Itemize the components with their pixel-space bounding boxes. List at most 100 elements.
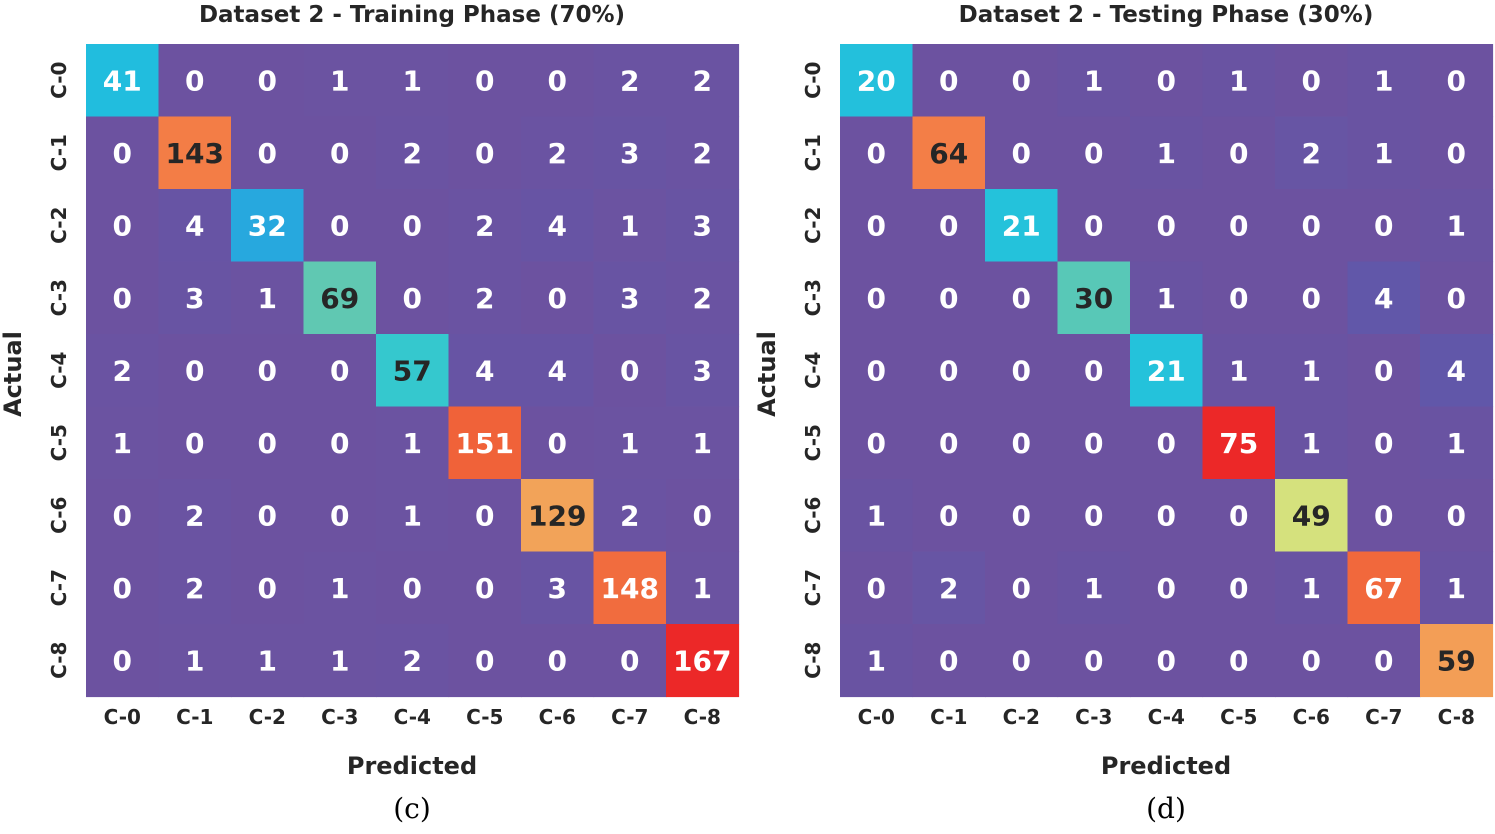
testing-y-tick-labels: C-0 C-1 C-2 C-3 C-4 C-5 C-6 C-7 C-8 bbox=[801, 62, 825, 679]
testing-cell-value-r3-c7: 4 bbox=[1374, 282, 1393, 315]
testing-cell-value-r1-c4: 1 bbox=[1157, 137, 1176, 170]
testing-cell-r6-c4 bbox=[1130, 479, 1204, 553]
testing-panel-caption: (d) bbox=[1146, 792, 1186, 825]
testing-cell-r3-c8 bbox=[1420, 261, 1494, 335]
training-cell-r3-c3 bbox=[303, 261, 377, 335]
training-cell-r7-c6 bbox=[521, 551, 595, 625]
training-cell-value-r4-c2: 0 bbox=[258, 354, 277, 387]
training-cell-value-r7-c8: 1 bbox=[693, 572, 712, 605]
training-cell-value-r5-c2: 0 bbox=[258, 427, 277, 460]
testing-cell-r8-c1 bbox=[912, 624, 986, 698]
training-cell-r2-c8 bbox=[666, 189, 740, 263]
training-cell-value-r1-c1: 143 bbox=[166, 137, 224, 170]
testing-cell-value-r8-c1: 0 bbox=[939, 644, 958, 677]
training-cell-value-r0-c5: 0 bbox=[475, 64, 494, 97]
training-cell-value-r2-c7: 1 bbox=[620, 209, 639, 242]
testing-cell-value-r0-c6: 0 bbox=[1302, 64, 1321, 97]
testing-cell-value-r5-c7: 0 bbox=[1374, 427, 1393, 460]
testing-cell-r2-c8 bbox=[1420, 189, 1494, 263]
testing-cell-r8-c7 bbox=[1347, 624, 1421, 698]
training-cell-r4-c5 bbox=[448, 334, 522, 408]
training-cell-r3-c8 bbox=[666, 261, 740, 335]
testing-cell-value-r7-c7: 67 bbox=[1364, 572, 1403, 605]
testing-y-tick-label: C-4 bbox=[801, 352, 825, 389]
training-cell-r4-c8 bbox=[666, 334, 740, 408]
training-cell-r4-c0 bbox=[86, 334, 160, 408]
testing-cell-r6-c0 bbox=[840, 479, 914, 553]
testing-cell-value-r2-c4: 0 bbox=[1157, 209, 1176, 242]
testing-cell-r0-c2 bbox=[985, 44, 1059, 118]
testing-cell-value-r3-c8: 0 bbox=[1447, 282, 1466, 315]
testing-cell-r2-c0 bbox=[840, 189, 914, 263]
training-y-tick-label: C-3 bbox=[47, 279, 71, 316]
training-cell-value-r1-c2: 0 bbox=[258, 137, 277, 170]
testing-cell-r5-c1 bbox=[912, 406, 986, 480]
testing-cell-value-r1-c6: 2 bbox=[1302, 137, 1321, 170]
testing-cell-value-r0-c3: 1 bbox=[1084, 64, 1103, 97]
training-cell-value-r5-c1: 0 bbox=[185, 427, 204, 460]
testing-cell-r7-c1 bbox=[912, 551, 986, 625]
training-cell-value-r0-c2: 0 bbox=[258, 64, 277, 97]
testing-cell-value-r7-c6: 1 bbox=[1302, 572, 1321, 605]
testing-cell-r1-c0 bbox=[840, 116, 914, 190]
training-cell-r5-c5 bbox=[448, 406, 522, 480]
training-cell-value-r5-c4: 1 bbox=[403, 427, 422, 460]
training-cell-r2-c2 bbox=[231, 189, 305, 263]
training-cell-r7-c3 bbox=[303, 551, 377, 625]
testing-cell-value-r8-c5: 0 bbox=[1229, 644, 1248, 677]
testing-cell-r3-c7 bbox=[1347, 261, 1421, 335]
training-cell-r6-c4 bbox=[376, 479, 450, 553]
training-cell-r1-c3 bbox=[303, 116, 377, 190]
testing-cell-r7-c2 bbox=[985, 551, 1059, 625]
training-cell-value-r3-c4: 0 bbox=[403, 282, 422, 315]
testing-cell-r4-c4 bbox=[1130, 334, 1204, 408]
testing-cell-r7-c5 bbox=[1202, 551, 1276, 625]
training-x-tick-label: C-0 bbox=[104, 705, 141, 729]
testing-cell-r2-c3 bbox=[1057, 189, 1131, 263]
testing-cell-r0-c5 bbox=[1202, 44, 1276, 118]
testing-heatmap-panel: Dataset 2 - Testing Phase (30%) 20 0 0 1 0 1 0… bbox=[753, 2, 1494, 825]
training-cell-r2-c0 bbox=[86, 189, 160, 263]
testing-x-tick-label: C-7 bbox=[1365, 705, 1402, 729]
testing-cell-value-r4-c8: 4 bbox=[1447, 354, 1466, 387]
testing-cell-r3-c3 bbox=[1057, 261, 1131, 335]
training-cell-r7-c0 bbox=[86, 551, 160, 625]
training-cell-value-r0-c1: 0 bbox=[185, 64, 204, 97]
testing-cell-r4-c7 bbox=[1347, 334, 1421, 408]
training-cell-r7-c4 bbox=[376, 551, 450, 625]
training-cell-r1-c6 bbox=[521, 116, 595, 190]
testing-cell-value-r8-c8: 59 bbox=[1437, 644, 1476, 677]
training-y-tick-label: C-1 bbox=[47, 134, 71, 171]
testing-cell-r3-c1 bbox=[912, 261, 986, 335]
training-cell-r5-c7 bbox=[593, 406, 667, 480]
training-cell-value-r7-c3: 1 bbox=[330, 572, 349, 605]
training-cell-value-r4-c6: 4 bbox=[548, 354, 567, 387]
testing-cell-value-r8-c6: 0 bbox=[1302, 644, 1321, 677]
testing-cell-r2-c7 bbox=[1347, 189, 1421, 263]
testing-y-tick-label: C-2 bbox=[801, 207, 825, 244]
training-y-tick-label: C-8 bbox=[47, 642, 71, 679]
testing-cell-r4-c6 bbox=[1275, 334, 1349, 408]
testing-cell-value-r7-c2: 0 bbox=[1012, 572, 1031, 605]
testing-cell-value-r2-c5: 0 bbox=[1229, 209, 1248, 242]
testing-cell-value-r7-c1: 2 bbox=[939, 572, 958, 605]
testing-cell-r7-c4 bbox=[1130, 551, 1204, 625]
training-cell-value-r2-c3: 0 bbox=[330, 209, 349, 242]
testing-y-tick-label: C-5 bbox=[801, 424, 825, 461]
testing-cell-value-r0-c2: 0 bbox=[1012, 64, 1031, 97]
testing-cell-value-r6-c7: 0 bbox=[1374, 499, 1393, 532]
testing-x-tick-label: C-5 bbox=[1220, 705, 1257, 729]
training-cell-r7-c5 bbox=[448, 551, 522, 625]
testing-cell-r3-c5 bbox=[1202, 261, 1276, 335]
training-cell-value-r4-c4: 57 bbox=[393, 354, 432, 387]
testing-cell-r4-c1 bbox=[912, 334, 986, 408]
testing-cell-r0-c8 bbox=[1420, 44, 1494, 118]
training-cell-r4-c7 bbox=[593, 334, 667, 408]
training-cell-value-r8-c4: 2 bbox=[403, 644, 422, 677]
testing-cell-r5-c7 bbox=[1347, 406, 1421, 480]
training-cell-value-r3-c6: 0 bbox=[548, 282, 567, 315]
training-cell-r8-c5 bbox=[448, 624, 522, 698]
testing-y-tick-label: C-3 bbox=[801, 279, 825, 316]
testing-cell-r2-c6 bbox=[1275, 189, 1349, 263]
training-cell-r7-c1 bbox=[158, 551, 232, 625]
